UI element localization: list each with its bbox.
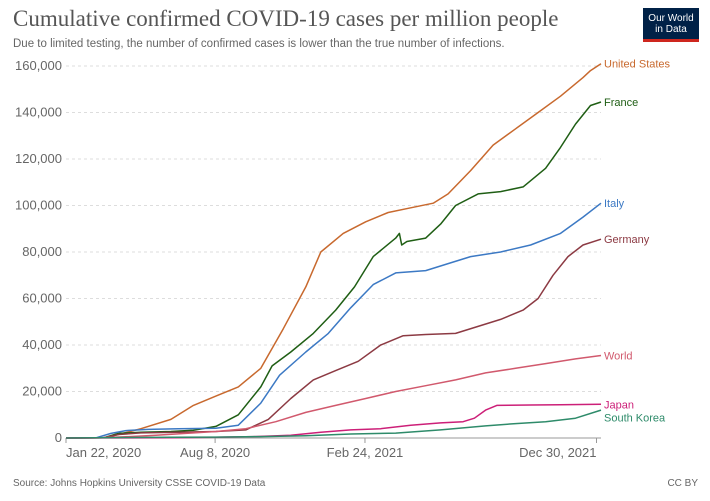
series-line-south-korea[interactable] <box>65 409 602 439</box>
y-tick-label: 120,000 <box>15 151 62 166</box>
series-label-world[interactable]: World <box>604 350 633 362</box>
y-tick-label: 160,000 <box>15 58 62 73</box>
license-badge[interactable]: CC BY <box>667 478 698 489</box>
chart-title: Cumulative confirmed COVID-19 cases per … <box>13 6 559 31</box>
series-lines[interactable] <box>65 63 602 439</box>
logo-line1: Our World <box>648 13 694 24</box>
x-tick-label: Dec 30, 2021 <box>519 445 596 460</box>
axes: 0 20,000 40,000 60,000 80,000 100,000 120,000 1… <box>15 58 601 460</box>
y-tick-label: 100,000 <box>15 198 62 213</box>
x-tick-label: Feb 24, 2021 <box>327 445 404 460</box>
source-note[interactable]: Source: Johns Hopkins University CSSE CO… <box>13 478 266 489</box>
y-tick-label: 80,000 <box>22 244 62 259</box>
logo-accent-bar <box>643 39 699 42</box>
series-label-united-states[interactable]: United States <box>604 59 671 71</box>
series-line-united-states[interactable] <box>65 63 602 439</box>
y-tick-label: 20,000 <box>22 384 62 399</box>
y-tick-label: 40,000 <box>22 337 62 352</box>
owid-logo[interactable]: Our World in Data <box>643 8 699 42</box>
series-label-france[interactable]: France <box>604 97 638 109</box>
series-line-france[interactable] <box>65 101 602 439</box>
logo-line2: in Data <box>655 24 687 35</box>
series-line-italy[interactable] <box>65 202 602 439</box>
series-line-world[interactable] <box>65 354 602 439</box>
series-line-germany[interactable] <box>65 238 602 439</box>
series-label-japan[interactable]: Japan <box>604 399 634 411</box>
y-tick-label: 140,000 <box>15 105 62 120</box>
x-tick-label: Jan 22, 2020 <box>66 445 141 460</box>
x-tick-label: Aug 8, 2020 <box>180 445 250 460</box>
y-tick-label: 0 <box>55 430 62 445</box>
chart-subtitle: Due to limited testing, the number of co… <box>13 38 505 50</box>
y-tick-label: 60,000 <box>22 291 62 306</box>
gridlines <box>66 65 601 439</box>
series-label-south-korea[interactable]: South Korea <box>604 412 666 424</box>
series-end-labels[interactable]: United States France Italy Germany World Japa… <box>604 59 671 425</box>
series-label-italy[interactable]: Italy <box>604 198 625 210</box>
series-label-germany[interactable]: Germany <box>604 234 650 246</box>
